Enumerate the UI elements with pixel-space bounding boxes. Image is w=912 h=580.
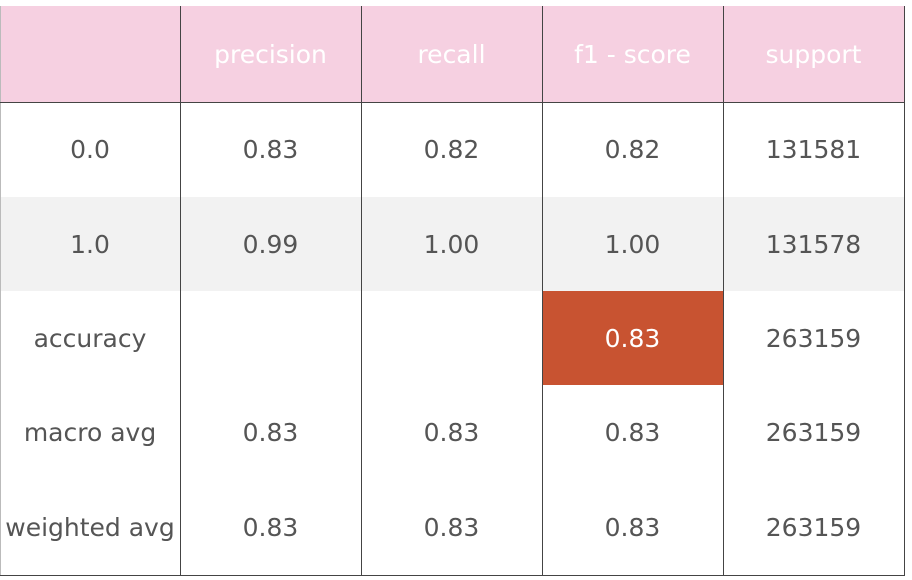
data-cell: 0.83 — [542, 291, 723, 385]
data-cell: 131578 — [723, 197, 904, 291]
header-cell: f1 - score — [542, 6, 723, 102]
column-border — [904, 6, 905, 575]
data-cell: 131581 — [765, 135, 862, 164]
row-label: macro avg — [23, 418, 157, 447]
data-cell: 0.83 — [242, 418, 299, 447]
row-label: weighted avg — [5, 513, 175, 542]
data-cell: 1.00 — [361, 197, 542, 291]
data-cell: 0.82 — [423, 135, 480, 164]
column-border — [361, 6, 362, 575]
column-border — [723, 6, 724, 575]
data-cell — [180, 291, 361, 385]
column-border — [0, 6, 1, 575]
header-border — [0, 102, 905, 103]
header-cell: recall — [361, 6, 542, 102]
data-cell: 0.83 — [604, 418, 661, 447]
data-cell: 263159 — [765, 418, 862, 447]
row-label: accuracy — [33, 323, 147, 353]
header-cell — [0, 6, 180, 102]
data-cell: 263159 — [765, 323, 862, 353]
data-cell: 0.83 — [242, 135, 299, 164]
data-cell: 0.83 — [423, 418, 480, 447]
data-cell: 0.82 — [604, 135, 661, 164]
data-cell: 1.00 — [542, 197, 723, 291]
header-cell: support — [723, 6, 904, 102]
data-cell — [361, 291, 542, 385]
table-border — [0, 575, 905, 576]
column-border — [542, 6, 543, 575]
data-cell: 0.83 — [604, 513, 661, 542]
header-cell: precision — [180, 6, 361, 102]
row-label: 1.0 — [0, 197, 180, 291]
column-border — [180, 6, 181, 575]
data-cell: 0.83 — [242, 513, 299, 542]
data-cell: 263159 — [765, 513, 862, 542]
data-cell: 0.99 — [180, 197, 361, 291]
row-label: 0.0 — [70, 135, 110, 164]
data-cell: 0.83 — [423, 513, 480, 542]
